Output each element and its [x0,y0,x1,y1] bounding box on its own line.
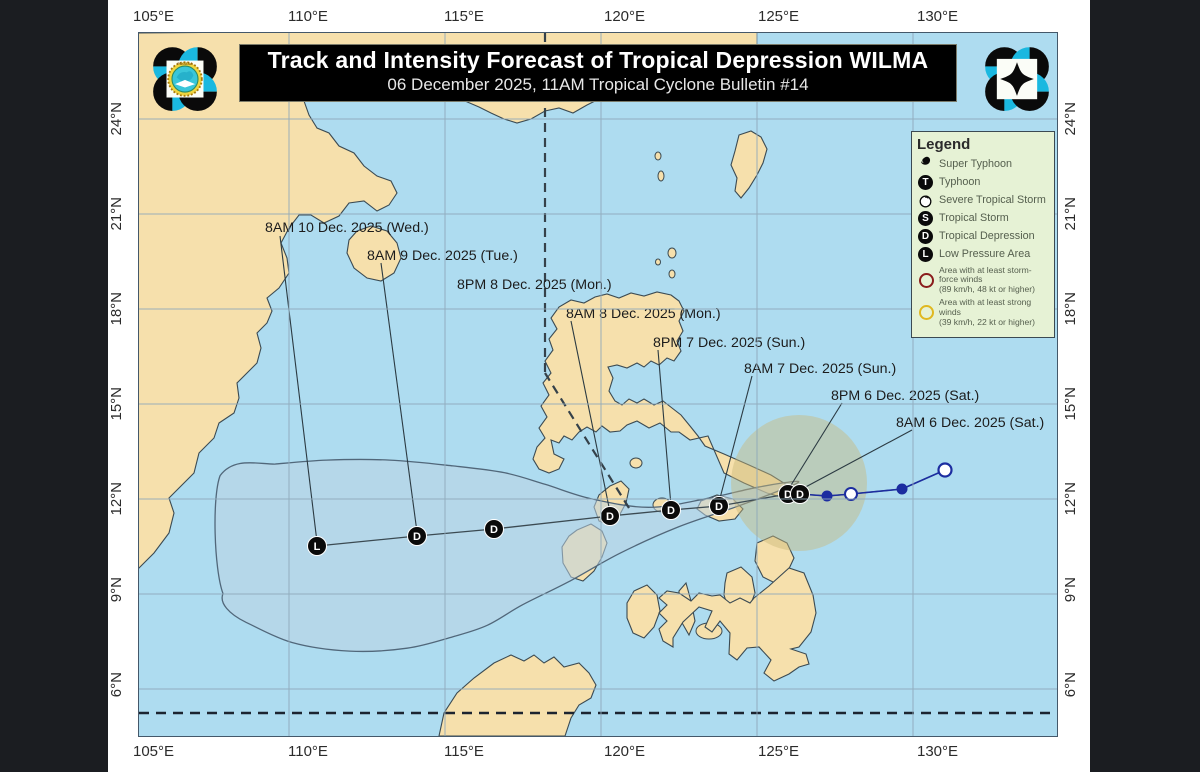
svg-text:D: D [413,531,421,543]
svg-text:8AM 9 Dec. 2025 (Tue.): 8AM 9 Dec. 2025 (Tue.) [367,248,518,264]
svg-text:8AM 6 Dec. 2025 (Sat.): 8AM 6 Dec. 2025 (Sat.) [896,415,1044,431]
svg-text:8PM 8 Dec. 2025 (Mon.): 8PM 8 Dec. 2025 (Mon.) [457,277,612,293]
svg-text:8PM 6 Dec. 2025 (Sat.): 8PM 6 Dec. 2025 (Sat.) [831,388,979,404]
svg-text:8PM 7 Dec. 2025 (Sun.): 8PM 7 Dec. 2025 (Sun.) [653,335,805,351]
svg-text:D: D [715,501,723,513]
svg-text:L: L [314,541,321,553]
svg-text:8AM 10 Dec. 2025 (Wed.): 8AM 10 Dec. 2025 (Wed.) [265,220,429,236]
svg-text:PAGASA: PAGASA [177,62,193,66]
svg-text:8AM 7 Dec. 2025 (Sun.): 8AM 7 Dec. 2025 (Sun.) [744,361,896,377]
svg-text:D: D [606,511,614,523]
svg-text:D: D [667,505,675,517]
svg-text:D: D [490,524,498,536]
svg-text:8AM 8 Dec. 2025 (Mon.): 8AM 8 Dec. 2025 (Mon.) [566,306,721,322]
